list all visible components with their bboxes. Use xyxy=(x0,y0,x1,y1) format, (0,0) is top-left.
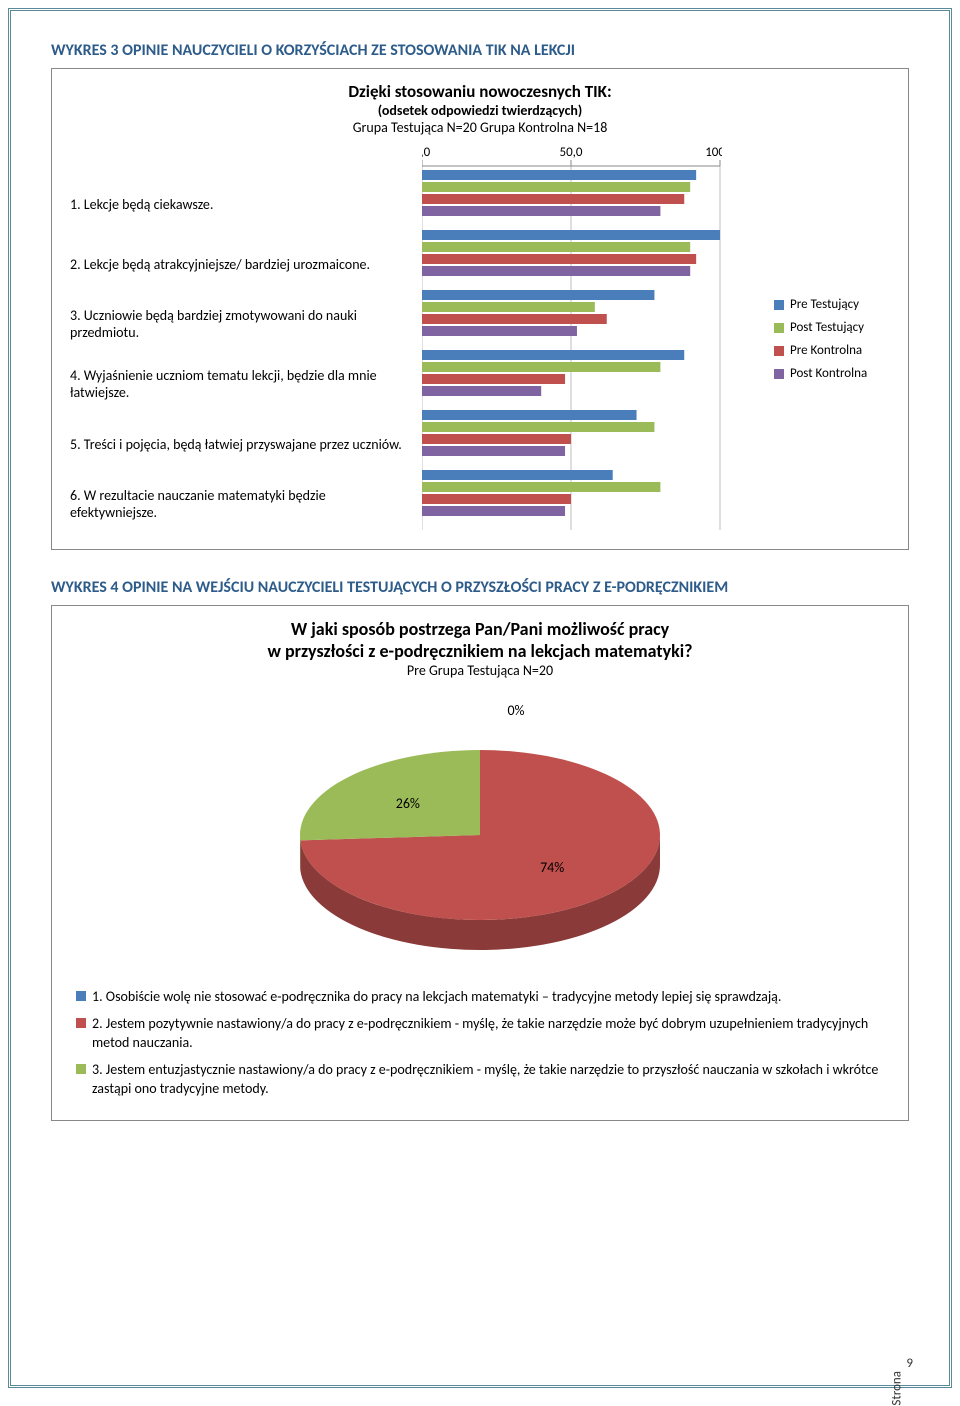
chart1-category: 5. Treści i pojęcia, będą łatwiej przysw… xyxy=(70,414,410,474)
chart2-n: Pre Grupa Testująca N=20 xyxy=(70,662,890,679)
legend-item: 1. Osobiście wolę nie stosować e-podręcz… xyxy=(76,988,884,1007)
legend-label: 1. Osobiście wolę nie stosować e-podręcz… xyxy=(92,988,781,1007)
legend-label: Pre Testujący xyxy=(790,297,859,312)
svg-text:100,0: 100,0 xyxy=(705,145,722,160)
chart-2-box: W jaki sposób postrzega Pan/Pani możliwo… xyxy=(51,605,909,1121)
bar-chart-svg: 0,0 50,0 100,0 xyxy=(422,142,722,530)
legend-label: 3. Jestem entuzjastycznie nastawiony/a d… xyxy=(92,1061,884,1099)
svg-text:74%: 74% xyxy=(540,859,564,876)
heading-text: WYKRES 3 OPINIE NAUCZYCIELI O KORZYŚCIAC… xyxy=(51,41,575,60)
chart1-category-labels: 1. Lekcje będą ciekawsze.2. Lekcje będą … xyxy=(70,142,410,535)
legend-item: Post Kontrolna xyxy=(774,366,890,381)
page-label: Strona xyxy=(889,1371,904,1406)
legend-label: Post Testujący xyxy=(790,320,864,335)
page-number: Strona9 xyxy=(870,1356,913,1371)
chart2-title-2: w przyszłości z e-podręcznikiem na lekcj… xyxy=(70,640,890,662)
chart1-plot: 0,0 50,0 100,0 xyxy=(422,142,758,535)
legend-swatch xyxy=(774,323,784,333)
legend-item: 3. Jestem entuzjastycznie nastawiony/a d… xyxy=(76,1061,884,1099)
legend-label: Post Kontrolna xyxy=(790,366,867,381)
heading-wykres-3: WYKRES 3 OPINIE NAUCZYCIELI O KORZYŚCIAC… xyxy=(51,41,909,60)
legend-label: Pre Kontrolna xyxy=(790,343,862,358)
chart1-n: Grupa Testująca N=20 Grupa Kontrolna N=1… xyxy=(70,119,890,136)
legend-swatch xyxy=(774,369,784,379)
legend-swatch xyxy=(76,991,86,1001)
page-num-value: 9 xyxy=(906,1356,913,1371)
pie-chart-svg: 0% 26% 74% xyxy=(220,685,740,965)
legend-swatch xyxy=(774,300,784,310)
chart-1-box: Dzięki stosowaniu nowoczesnych TIK: (ods… xyxy=(51,68,909,550)
legend-item: 2. Jestem pozytywnie nastawiony/a do pra… xyxy=(76,1015,884,1053)
legend-swatch xyxy=(774,346,784,356)
chart1-category: 3. Uczniowie będą bardziej zmotywowani d… xyxy=(70,294,410,354)
chart1-body: 1. Lekcje będą ciekawsze.2. Lekcje będą … xyxy=(70,142,890,535)
chart1-title: Dzięki stosowaniu nowoczesnych TIK: xyxy=(70,81,890,102)
legend-swatch xyxy=(76,1064,86,1074)
chart2-plot: 0% 26% 74% xyxy=(70,685,890,970)
legend-item: Post Testujący xyxy=(774,320,890,335)
legend-swatch xyxy=(76,1018,86,1028)
heading-text: WYKRES 4 OPINIE NA WEJŚCIU NAUCZYCIELI T… xyxy=(51,578,728,597)
chart1-category: 6. W rezultacie nauczanie matematyki będ… xyxy=(70,474,410,534)
svg-text:0,0: 0,0 xyxy=(422,145,431,160)
svg-text:50,0: 50,0 xyxy=(559,145,582,160)
chart2-legend: 1. Osobiście wolę nie stosować e-podręcz… xyxy=(70,988,890,1098)
svg-text:0%: 0% xyxy=(507,702,524,719)
legend-label: 2. Jestem pozytywnie nastawiony/a do pra… xyxy=(92,1015,884,1053)
chart1-legend: Pre Testujący Post Testujący Pre Kontrolna… xyxy=(770,142,890,535)
legend-item: Pre Testujący xyxy=(774,297,890,312)
chart1-category: 2. Lekcje będą atrakcyjniejsze/ bardziej… xyxy=(70,234,410,294)
chart2-title: W jaki sposób postrzega Pan/Pani możliwo… xyxy=(70,618,890,640)
chart1-subtitle: (odsetek odpowiedzi twierdzących) xyxy=(70,102,890,119)
svg-text:26%: 26% xyxy=(396,795,420,812)
chart1-category: 1. Lekcje będą ciekawsze. xyxy=(70,174,410,234)
legend-item: Pre Kontrolna xyxy=(774,343,890,358)
chart1-category: 4. Wyjaśnienie uczniom tematu lekcji, bę… xyxy=(70,354,410,414)
page: WYKRES 3 OPINIE NAUCZYCIELI O KORZYŚCIAC… xyxy=(8,8,952,1388)
heading-wykres-4: WYKRES 4 OPINIE NA WEJŚCIU NAUCZYCIELI T… xyxy=(51,578,909,597)
